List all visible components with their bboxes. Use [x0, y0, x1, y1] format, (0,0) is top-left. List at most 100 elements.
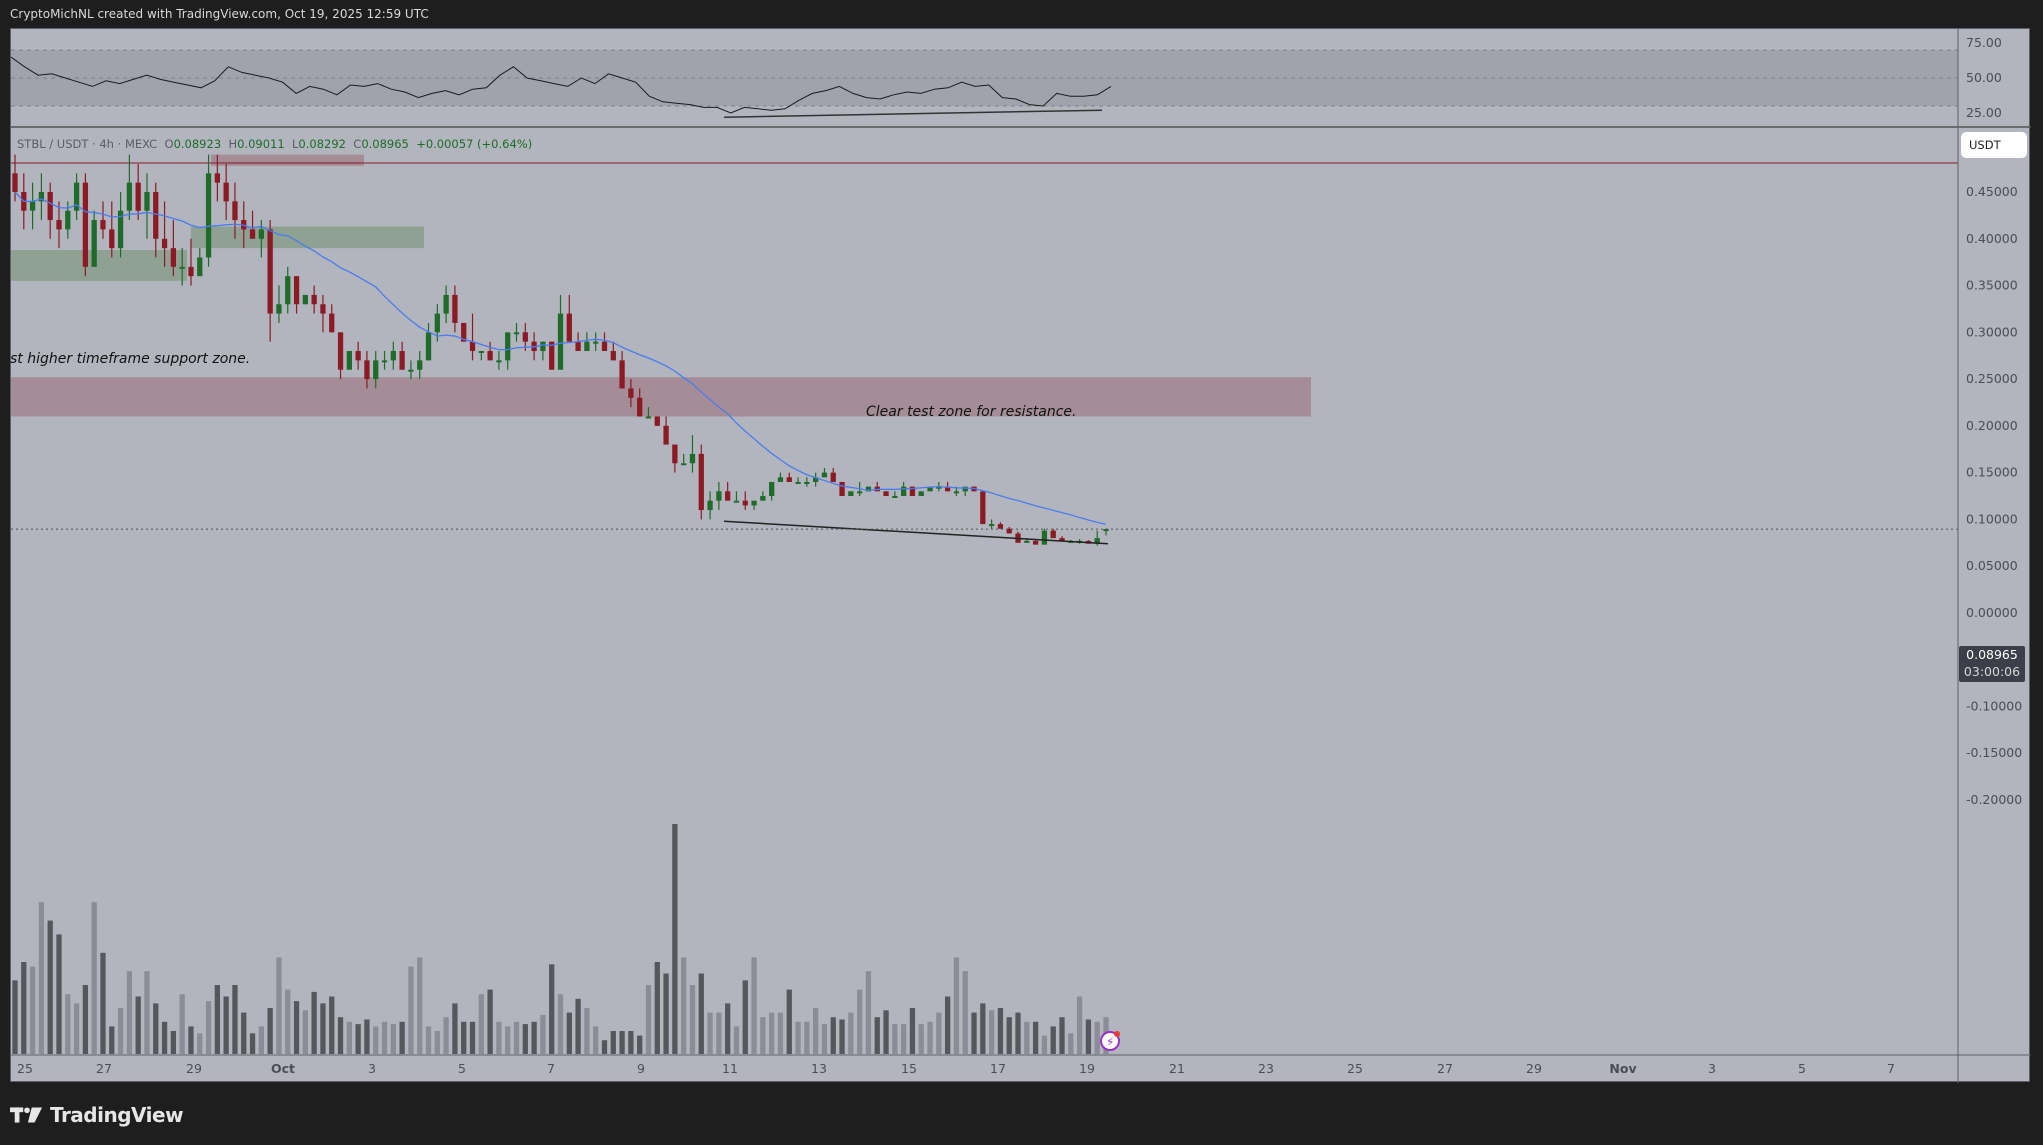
volume-bar — [364, 1019, 370, 1054]
chart-frame[interactable]: 0.45000 0.40000 0.35000 0.30000 0.25000 0.200… — [10, 28, 2031, 1083]
last-price-label: 0.08965 03:00:06 — [1959, 646, 2025, 682]
candle-body — [232, 201, 238, 221]
candle-body — [988, 524, 995, 527]
support-trendline[interactable] — [723, 520, 1109, 545]
candle-body — [857, 491, 863, 494]
volume-bar — [760, 1017, 766, 1054]
volume-bar — [496, 1021, 502, 1054]
volume-bar — [1006, 1017, 1012, 1054]
candle-body — [214, 173, 221, 183]
candle-body — [936, 486, 942, 489]
volume-bar — [513, 1021, 520, 1054]
volume-bar — [742, 980, 748, 1054]
chart-canvas[interactable]: 0.45000 0.40000 0.35000 0.30000 0.25000 0.200… — [10, 29, 2031, 1083]
rsi-tick: 50.00 — [1966, 70, 2002, 85]
volume-bar — [425, 1026, 432, 1054]
alert-bolt-icon[interactable] — [1100, 1031, 1120, 1051]
volume-bar — [153, 1003, 159, 1054]
time-tick: Oct — [271, 1061, 295, 1076]
price-tick: 0.25000 — [1966, 371, 2018, 386]
price-tick: 0.30000 — [1966, 324, 2018, 339]
candle-body — [1032, 540, 1039, 545]
tradingview-watermark[interactable]: TradingView — [10, 1100, 184, 1130]
candle-body — [1103, 529, 1109, 532]
volume-bar — [1085, 1019, 1092, 1054]
volume-bar — [434, 1031, 440, 1054]
candle-body — [417, 360, 423, 370]
candle-body — [777, 477, 784, 482]
resistance-zone[interactable] — [211, 154, 364, 166]
support-zone-note[interactable]: st higher timeframe support zone. — [10, 351, 251, 367]
candle-body — [1006, 528, 1012, 534]
volume-bar — [197, 1033, 203, 1054]
candle-body — [267, 229, 273, 314]
candle-body — [813, 477, 819, 482]
candle-body — [161, 238, 168, 249]
volume-bar — [628, 1031, 634, 1054]
time-tick: 27 — [96, 1061, 112, 1076]
candle-body — [56, 220, 62, 230]
volume-bar — [56, 934, 62, 1054]
volume-bar — [769, 1012, 775, 1054]
price-tick: 0.00000 — [1966, 605, 2018, 620]
candle-body — [997, 524, 1004, 529]
volume-bar — [830, 1017, 836, 1054]
close-value: 0.08965 — [361, 137, 409, 151]
volume-bar — [373, 1026, 379, 1054]
time-tick: 21 — [1169, 1061, 1185, 1076]
tradingview-brand: TradingView — [50, 1103, 184, 1127]
candle-body — [953, 491, 960, 494]
volume-bar — [302, 1010, 308, 1054]
resistance-zone[interactable] — [11, 377, 1311, 417]
volume-bar — [179, 994, 185, 1054]
volume-bar — [135, 996, 141, 1054]
close-label: C — [353, 137, 362, 151]
volume-bar — [1094, 1021, 1100, 1054]
volume-bar — [1076, 996, 1083, 1054]
support-zone[interactable] — [11, 249, 187, 281]
volume-bar — [1015, 1012, 1021, 1054]
volume-bar — [953, 957, 960, 1054]
time-tick: 15 — [901, 1061, 917, 1076]
price-tick: 0.20000 — [1966, 418, 2018, 433]
currency-button[interactable]: USDT — [1961, 132, 2027, 158]
volume-bar — [285, 989, 291, 1054]
price-tick: 0.35000 — [1966, 278, 2018, 293]
candle-body — [276, 304, 282, 314]
candle-body — [584, 341, 590, 352]
time-tick: Nov — [1609, 1061, 1636, 1076]
candle-body — [821, 472, 828, 478]
time-tick: 5 — [458, 1061, 466, 1076]
volume-bar — [522, 1024, 528, 1054]
volume-bar — [927, 1021, 933, 1054]
volume-bar — [170, 1031, 177, 1054]
volume-bar — [487, 989, 493, 1054]
candle-body — [733, 500, 740, 503]
volume-bar — [1059, 1017, 1065, 1054]
time-tick: 25 — [17, 1061, 33, 1076]
volume-bar — [654, 962, 660, 1054]
time-tick: 3 — [368, 1061, 376, 1076]
volume-bar — [821, 1024, 828, 1054]
rsi-divergence-line[interactable] — [723, 109, 1103, 118]
time-tick: 19 — [1079, 1061, 1095, 1076]
volume-bar — [117, 1008, 124, 1054]
volume-bar — [223, 996, 229, 1054]
support-zone[interactable] — [191, 226, 424, 249]
resistance-zone-note[interactable]: Clear test zone for resistance. — [866, 404, 1077, 420]
candle-body — [408, 369, 414, 372]
volume-bar — [971, 1012, 977, 1054]
low-label: L — [291, 137, 299, 151]
candle-body — [65, 210, 71, 230]
volume-bar — [232, 985, 238, 1054]
volume-bar — [637, 1035, 643, 1054]
candle-body — [258, 229, 264, 239]
volume-bar — [610, 1031, 616, 1054]
volume-bar — [505, 1026, 511, 1054]
candle-body — [205, 173, 212, 258]
volume-bar — [126, 971, 133, 1054]
volume-bar — [241, 1012, 247, 1054]
time-tick: 3 — [1708, 1061, 1716, 1076]
candle-body — [628, 388, 634, 398]
volume-bar — [865, 971, 872, 1054]
